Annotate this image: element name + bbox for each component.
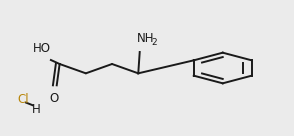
Text: 2: 2	[151, 38, 157, 47]
Text: Cl: Cl	[17, 93, 29, 106]
Text: HO: HO	[33, 42, 51, 55]
Text: O: O	[49, 92, 59, 105]
Text: H: H	[32, 103, 41, 116]
Text: NH: NH	[137, 32, 154, 45]
